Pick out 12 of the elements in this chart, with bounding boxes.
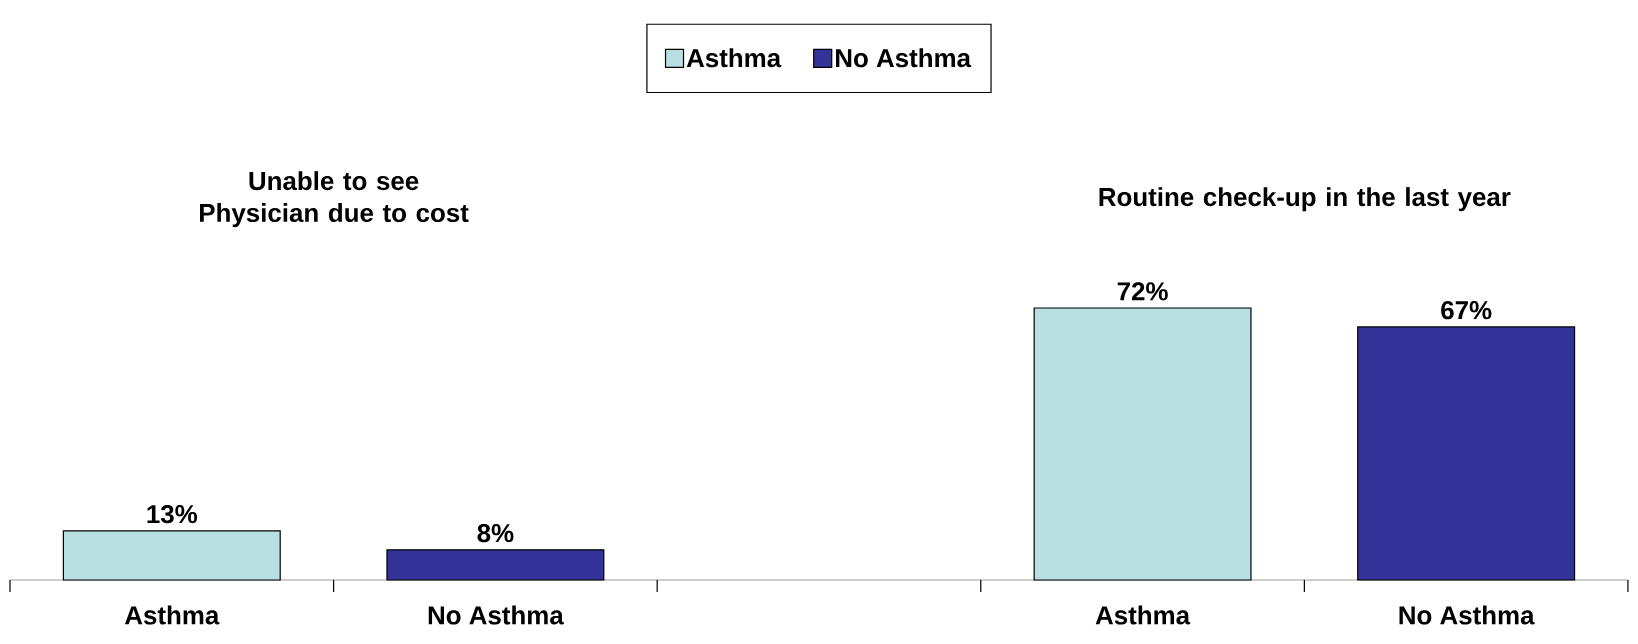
- legend-label: No Asthma: [836, 48, 972, 68]
- data-label: 67%: [1441, 301, 1492, 320]
- x-tick-label: No Asthma: [428, 605, 564, 625]
- x-tick-label: Asthma: [1095, 605, 1191, 625]
- data-label: 8%: [477, 523, 514, 543]
- data-label: 72%: [1117, 282, 1168, 301]
- text: Routine check-up in the last year: [1099, 187, 1511, 212]
- x-tick-label: Asthma: [124, 605, 220, 625]
- x-tick-label: No Asthma: [1399, 605, 1535, 625]
- data-label: 13%: [147, 504, 198, 524]
- text: Unable to see Physician due to cost: [200, 171, 469, 228]
- legend-label: Asthma: [686, 48, 782, 68]
